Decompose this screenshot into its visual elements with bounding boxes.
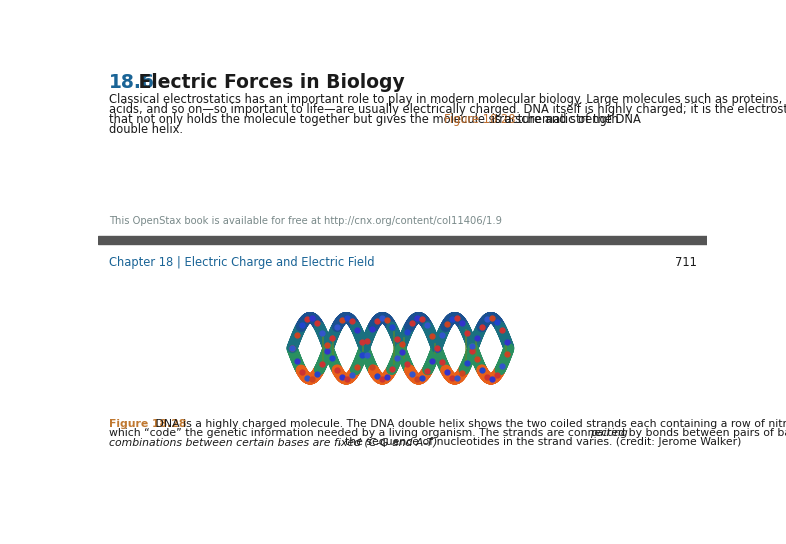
Text: Electric Forces in Biology: Electric Forces in Biology — [132, 73, 405, 92]
Text: Figure 18.28: Figure 18.28 — [444, 113, 516, 126]
Text: pairing: pairing — [590, 428, 627, 438]
Text: , the sequence of nucleotides in the strand varies. (credit: Jerome Walker): , the sequence of nucleotides in the str… — [338, 437, 741, 447]
Text: This OpenStax book is available for free at http://cnx.org/content/col11406/1.9: This OpenStax book is available for free… — [109, 216, 502, 226]
Text: is a schematic of the DNA: is a schematic of the DNA — [488, 113, 641, 126]
Text: combinations between certain bases are fixed (C-G and A-T): combinations between certain bases are f… — [109, 437, 438, 447]
Text: Classical electrostatics has an important role to play in modern molecular biolo: Classical electrostatics has an importan… — [109, 93, 786, 106]
Text: double helix.: double helix. — [109, 123, 183, 137]
Text: that not only holds the molecule together but gives the molecule structure and s: that not only holds the molecule togethe… — [109, 113, 626, 126]
Text: Figure 18.28: Figure 18.28 — [109, 419, 186, 429]
Text: which “code” the genetic information needed by a living organism. The strands ar: which “code” the genetic information nee… — [109, 428, 786, 438]
Text: Chapter 18 | Electric Charge and Electric Field: Chapter 18 | Electric Charge and Electri… — [109, 256, 375, 269]
Text: 711: 711 — [674, 256, 696, 269]
Bar — [98, 236, 707, 244]
Text: acids, and so on—so important to life—are usually electrically charged. DNA itse: acids, and so on—so important to life—ar… — [109, 103, 786, 116]
Text: 18.6: 18.6 — [109, 73, 155, 92]
Text: DNA is a highly charged molecule. The DNA double helix shows the two coiled stra: DNA is a highly charged molecule. The DN… — [152, 419, 786, 429]
